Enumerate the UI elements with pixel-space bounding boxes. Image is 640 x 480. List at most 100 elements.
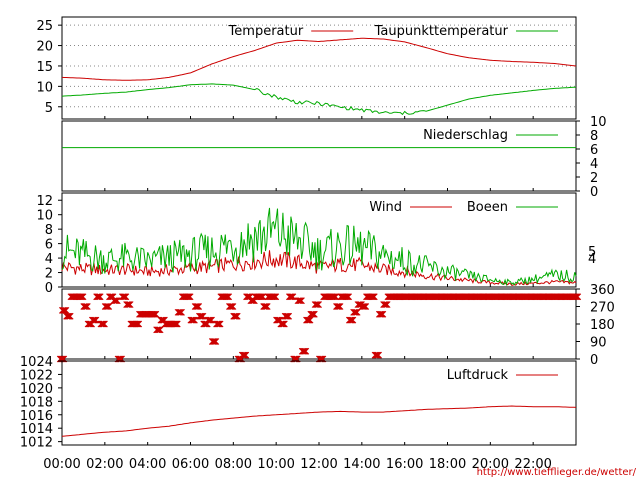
direction-point <box>332 293 340 301</box>
direction-point <box>284 312 292 320</box>
legend-label: Taupunkttemperatur <box>374 24 509 39</box>
direction-point <box>262 303 269 310</box>
y-tick-label: 4 <box>590 157 598 172</box>
direction-point <box>133 320 141 328</box>
direction-point <box>103 303 111 310</box>
direction-point <box>313 301 321 308</box>
direction-point <box>344 293 352 301</box>
direction-point <box>283 312 291 320</box>
direction-point <box>105 303 113 310</box>
direction-point <box>382 301 389 308</box>
direction-point <box>155 326 163 334</box>
direction-point <box>196 312 204 320</box>
y-tick-label: 180 <box>590 318 615 333</box>
direction-point <box>126 301 134 308</box>
direction-point <box>289 293 297 301</box>
direction-point <box>342 293 350 301</box>
y-tick-label: 6 <box>590 143 598 158</box>
direction-point <box>304 316 312 324</box>
y-tick-label: 90 <box>590 336 607 351</box>
y-tick-label: 1016 <box>20 409 53 424</box>
direction-point <box>191 316 198 324</box>
y-tick-label: 8 <box>590 129 598 144</box>
direction-point <box>343 293 351 301</box>
direction-point <box>572 293 580 301</box>
direction-point <box>355 301 363 308</box>
direction-point <box>379 310 387 318</box>
direction-point <box>242 351 250 359</box>
direction-point <box>173 320 180 328</box>
temperature-series-line <box>61 37 577 81</box>
credit-link[interactable]: http://www.tiefflieger.de/wetter/ <box>477 467 637 478</box>
legend-label: Temperatur <box>228 24 304 39</box>
direction-point <box>297 297 304 305</box>
direction-point <box>370 293 377 301</box>
direction-point <box>239 351 247 359</box>
y-tick-label: 20 <box>36 40 53 55</box>
direction-point <box>376 310 384 318</box>
direction-point <box>193 303 201 310</box>
direction-point <box>149 310 157 318</box>
direction-point <box>223 293 231 301</box>
direction-point <box>83 303 90 310</box>
y-tick-label: 0 <box>590 185 598 200</box>
y-tick-label: 25 <box>36 19 53 34</box>
y-tick-label: 1018 <box>20 395 53 410</box>
direction-point <box>125 301 133 308</box>
direction-point <box>84 303 91 310</box>
direction-point <box>100 320 107 328</box>
direction-point <box>121 293 129 301</box>
direction-point <box>314 301 322 308</box>
direction-point <box>184 293 191 301</box>
direction-point <box>61 307 69 314</box>
direction-point <box>155 326 162 334</box>
direction-point <box>199 312 207 320</box>
direction-point <box>178 308 185 316</box>
x-tick-label: 00:00 <box>43 457 80 472</box>
direction-point <box>152 310 160 318</box>
direction-point <box>208 316 215 324</box>
direction-point <box>177 308 185 316</box>
direction-point <box>125 301 132 308</box>
direction-point <box>298 297 305 305</box>
direction-point <box>375 351 382 359</box>
direction-point <box>211 338 219 345</box>
direction-point <box>225 293 233 301</box>
direction-point <box>374 351 382 359</box>
direction-point <box>381 301 388 308</box>
wind-series-line <box>61 207 577 287</box>
direction-point <box>120 293 128 301</box>
direction-point <box>335 303 343 310</box>
direction-point <box>186 293 194 301</box>
direction-point <box>99 320 107 328</box>
direction-point <box>231 312 238 320</box>
direction-point <box>194 303 202 310</box>
direction-point <box>122 293 130 301</box>
direction-point <box>377 310 385 318</box>
direction-point <box>102 303 110 310</box>
direction-point <box>212 338 220 345</box>
y-tick-label: 8 <box>45 223 53 238</box>
x-tick-label: 22:00 <box>514 457 551 472</box>
direction-point <box>259 293 267 301</box>
direction-point <box>288 293 296 301</box>
x-axis: 00:00 02:00 04:00 06:00 08:00 10:00 12:00 14:00… <box>43 457 552 472</box>
direction-point <box>91 316 99 324</box>
direction-point <box>135 320 143 328</box>
direction-point <box>227 303 235 310</box>
pressure-series-line <box>61 405 577 437</box>
direction-point <box>222 293 230 301</box>
x-tick-label: 14:00 <box>343 457 380 472</box>
y-tick-label: 5 <box>45 101 53 116</box>
direction-point <box>345 293 352 301</box>
direction-point <box>241 351 249 359</box>
y-tick-label: 0 <box>45 281 53 296</box>
direction-point <box>279 320 286 328</box>
direction-point <box>98 320 106 328</box>
direction-point <box>312 301 320 308</box>
direction-point <box>304 316 311 324</box>
direction-point <box>361 303 369 310</box>
direction-point <box>185 293 192 301</box>
y-tick-label: 1014 <box>20 422 53 437</box>
